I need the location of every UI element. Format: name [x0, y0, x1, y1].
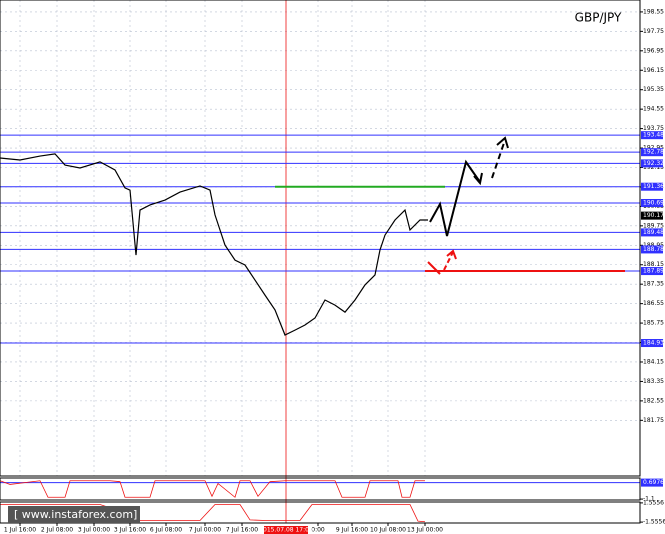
y-tick-label: 188.15: [643, 261, 664, 268]
red-dashed-forecast: [443, 251, 454, 271]
level-label: 187.89: [643, 268, 664, 275]
level-label-box: [641, 245, 663, 254]
y-tick-label: 197.75: [643, 28, 664, 35]
indicator-2-panel: [0, 501, 641, 524]
red-forecast: [427, 261, 441, 275]
chart-title: GBP/JPY: [575, 11, 622, 25]
level-label: 184.93: [643, 340, 664, 347]
x-tick-label: 0:00: [311, 527, 325, 534]
watermark: [ www.instaforex.com]: [14, 508, 137, 521]
y-tick-label: 192.15: [643, 164, 664, 171]
y-tick-label: -1.1: [643, 496, 655, 503]
level-label: 191.36: [643, 183, 664, 190]
forecast-arrows: [427, 136, 509, 275]
indicator-1-panel: [0, 477, 641, 501]
level-label-box: [641, 148, 663, 157]
x-tick-label: 9 Jul 16:00: [336, 527, 368, 534]
x-tick-label: 1 Jul 16:00: [4, 527, 36, 534]
y-tick-label: 195.35: [643, 86, 664, 93]
y-tick-label: 181.75: [643, 417, 664, 424]
y-tick-label: 183.35: [643, 378, 664, 385]
x-tick-label: 3 Jul 16:00: [114, 527, 146, 534]
arrow-head: [446, 249, 457, 260]
level-label: 188.78: [643, 246, 664, 253]
price-line: [0, 153, 428, 336]
y-tick-label: 194.55: [643, 106, 664, 113]
level-label-box: [641, 478, 663, 487]
level-label-box: [641, 267, 663, 276]
level-label-box: [641, 198, 663, 207]
y-tick-label: 186.55: [643, 300, 664, 307]
level-label: 190.69: [643, 199, 664, 206]
cursor-label-box: [264, 526, 308, 534]
y-tick-label: 184.15: [643, 358, 664, 365]
current-price-box: [641, 211, 663, 220]
level-label: 192.32: [643, 160, 664, 167]
x-tick-label: 6 Jul 08:00: [150, 527, 182, 534]
arrow-head: [496, 136, 509, 149]
cursor-label: 2015.07.08 17:00: [259, 527, 313, 534]
y-tick-label: 193.75: [643, 125, 664, 132]
y-tick-label: 185.75: [643, 320, 664, 327]
level-label: 0.6976: [643, 479, 664, 486]
y-tick-label: -1.5556: [643, 519, 665, 526]
y-tick-label: 189.75: [643, 222, 664, 229]
y-tick-label: 196.95: [643, 47, 664, 54]
indicator-line: [0, 480, 425, 498]
y-tick-label: 188.95: [643, 242, 664, 249]
black-forecast: [429, 159, 481, 237]
current-price-label: 190.17: [643, 212, 664, 219]
y-tick-label: 192.95: [643, 145, 664, 152]
y-tick-label: 1.5556: [643, 499, 664, 506]
arrow-head: [473, 172, 483, 186]
x-tick-label: 7 Jul 00:00: [189, 527, 221, 534]
y-tick-label: 196.15: [643, 67, 664, 74]
y-tick-label: 198.55: [643, 8, 664, 15]
y-tick-label: 182.55: [643, 397, 664, 404]
y-tick-label: 187.35: [643, 281, 664, 288]
x-tick-label: 13 Jul 00:00: [407, 527, 443, 534]
level-label-box: [641, 131, 663, 140]
x-tick-label: 2 Jul 08:00: [41, 527, 73, 534]
level-label-box: [641, 339, 663, 348]
level-label: 189.48: [643, 229, 664, 236]
black-dashed-forecast: [491, 139, 506, 179]
x-tick-label: 7 Jul 16:00: [226, 527, 258, 534]
level-label-box: [641, 228, 663, 237]
level-label-box: [641, 159, 663, 168]
level-label: 192.78: [643, 149, 664, 156]
level-label: 193.48: [643, 132, 664, 139]
main-panel: [0, 0, 641, 477]
level-label-box: [641, 182, 663, 191]
x-tick-label: 10 Jul 08:00: [370, 527, 406, 534]
x-tick-label: 3 Jul 00:00: [78, 527, 110, 534]
watermark-box: [8, 506, 140, 523]
